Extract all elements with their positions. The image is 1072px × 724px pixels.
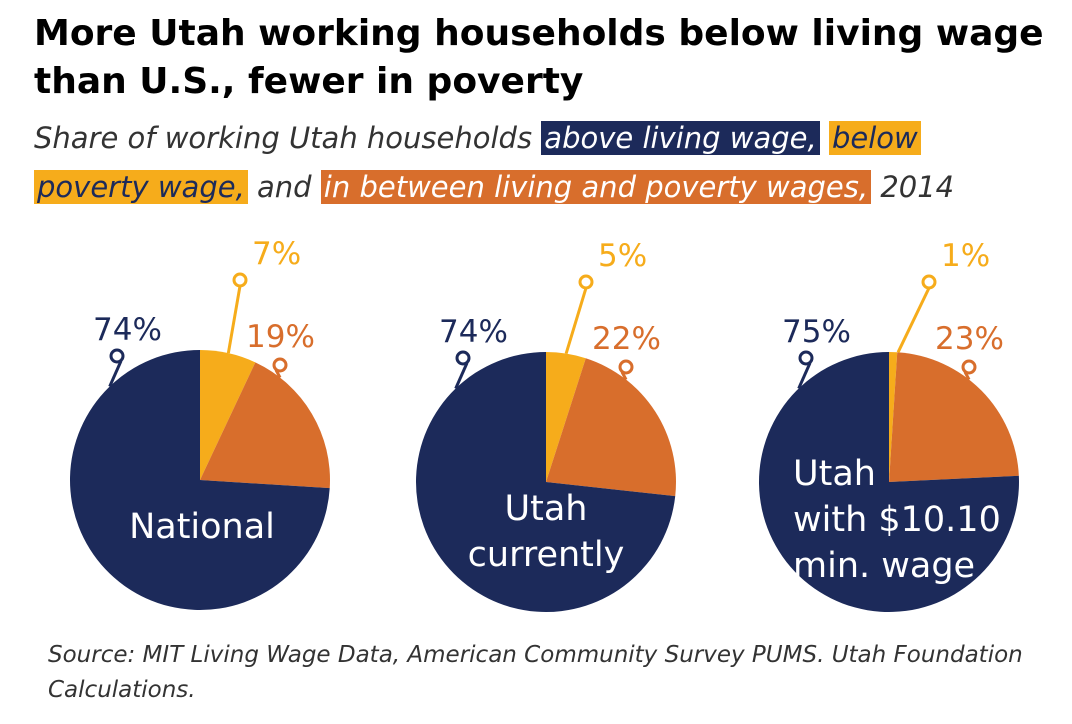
pie-1-leader-poverty <box>226 285 242 354</box>
pie-charts: 7% 19% 74% National 5% 22% 74% Utah currently 1% 2… <box>69 236 1019 612</box>
pie-2-slice-poverty <box>546 352 586 482</box>
pie-3-category-label-line-3: min. wage <box>793 546 975 586</box>
pie-2-label-between: 22% <box>592 321 661 357</box>
pie-1-slice-poverty <box>200 350 256 480</box>
pie-2-leader-above <box>454 362 469 390</box>
pie-1-marker-poverty <box>232 272 248 288</box>
chart-subtitle: Share of working Utah households above l… <box>34 114 1064 212</box>
pie-1-marker-between <box>272 357 288 373</box>
pie-3-leader-poverty <box>896 287 931 353</box>
pie-3-slice-above <box>758 352 1019 612</box>
pie-1-label-poverty: 7% <box>252 236 301 272</box>
source-note: Source: MIT Living Wage Data, American C… <box>48 642 1023 703</box>
pie-2-marker-poverty <box>578 274 594 290</box>
pie-2-slice-above <box>415 352 676 612</box>
pie-3-category-label-line-2: with $10.10 <box>793 500 1001 540</box>
pie-2-category-label-line-2: currently <box>468 535 625 575</box>
pie-1-marker-above <box>109 348 125 364</box>
subtitle-between-highlight: in between living and poverty wages, <box>320 170 872 204</box>
pie-1-slice-above <box>69 350 330 610</box>
subtitle-poverty-highlight-2: poverty wage, <box>34 170 248 204</box>
pie-3-marker-between <box>961 359 977 375</box>
pie-1-slice-between <box>200 362 330 489</box>
pie-3-marker-poverty <box>921 274 937 290</box>
pie-3-marker-above <box>798 350 814 366</box>
pie-2-leader-poverty <box>564 287 588 355</box>
pie-3-label-above: 75% <box>782 314 851 350</box>
pie-2-slice-between <box>546 358 676 497</box>
chart-title: More Utah working households below livin… <box>34 13 1044 102</box>
pie-3-category-label-line-1: Utah <box>793 454 876 494</box>
subtitle-above-highlight: above living wage, <box>541 121 820 155</box>
pie-1-label-above: 74% <box>93 312 162 348</box>
pie-3-slice-poverty <box>889 352 898 482</box>
pie-2-category-label-line-1: Utah <box>505 489 588 529</box>
pie-3-label-poverty: 1% <box>941 238 990 274</box>
pie-3-leader-above <box>797 362 812 390</box>
pie-1-label-between: 19% <box>246 319 315 355</box>
pie-1-category-label-line-1: National <box>129 507 275 547</box>
pie-3-slice-between <box>889 352 1019 482</box>
subtitle-year: 2014 <box>880 170 955 204</box>
pie-1-leader-above <box>108 360 123 388</box>
pie-2-label-poverty: 5% <box>598 238 647 274</box>
pie-2-marker-above <box>455 350 471 366</box>
pie-2-label-above: 74% <box>439 314 508 350</box>
pie-3-label-between: 23% <box>935 321 1004 357</box>
subtitle-intro: Share of working Utah households <box>34 121 533 155</box>
subtitle-and: and <box>257 170 312 204</box>
pie-2-marker-between <box>618 359 634 375</box>
subtitle-poverty-highlight-1: below <box>828 121 921 155</box>
